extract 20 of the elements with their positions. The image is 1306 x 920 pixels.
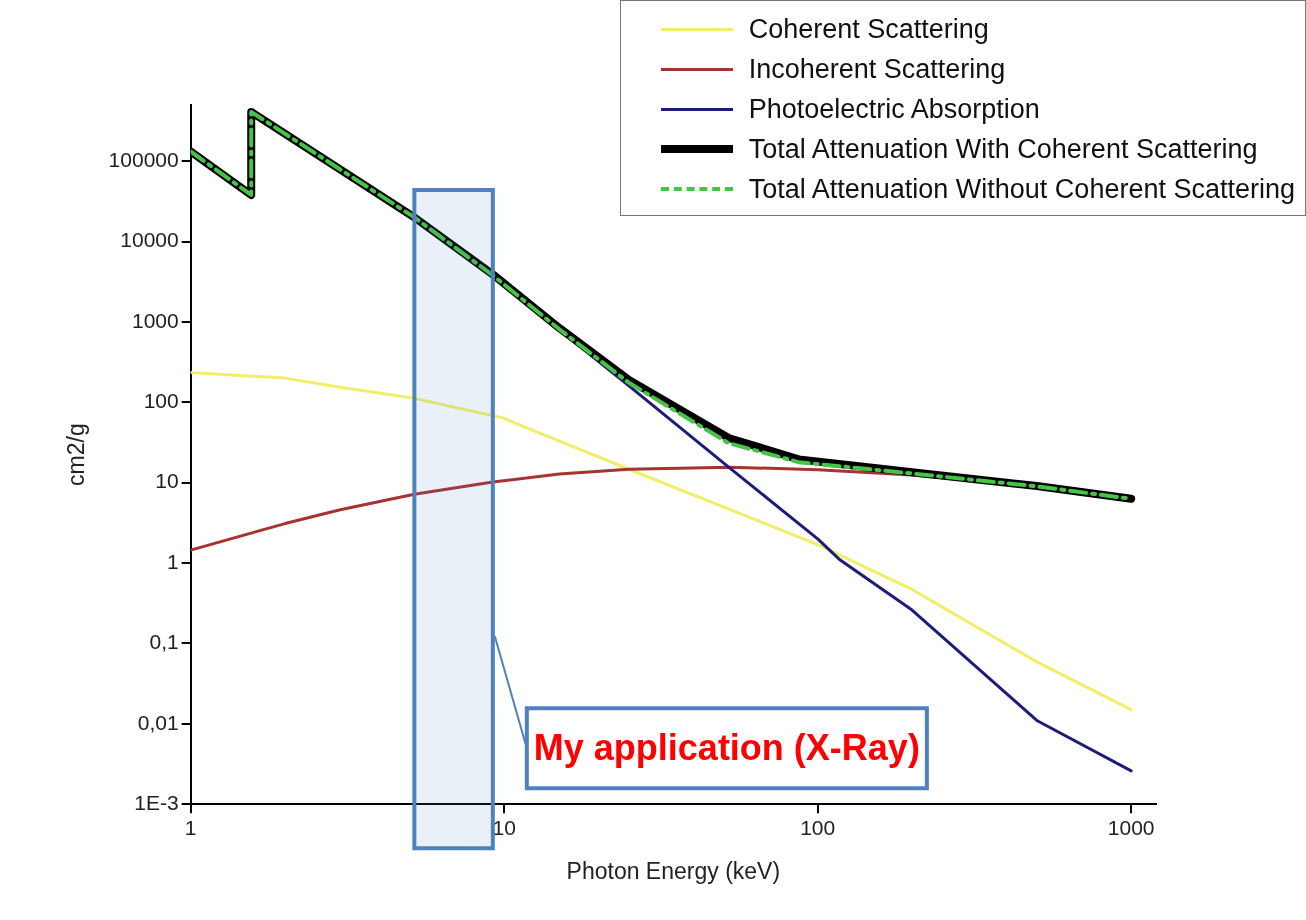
y-tick-label: 0,01 [137, 710, 179, 734]
legend-label: Total Attenuation Without Coherent Scattering [748, 173, 1295, 205]
x-tick-label: 1 [184, 815, 197, 839]
y-tick-label: 1 [166, 549, 179, 573]
x-axis-title: Photon Energy (keV) [566, 857, 781, 884]
y-tick-label: 10 [155, 469, 179, 493]
x-tick-label: 1000 [1107, 815, 1155, 839]
y-tick-label: 100 [143, 389, 179, 413]
y-tick-label: 1000 [131, 308, 179, 332]
y-axis-title: cm2/g [63, 423, 90, 486]
legend-label: Incoherent Scattering [748, 53, 1006, 85]
y-tick-label: 1E-3 [134, 791, 179, 814]
band-label: My application (X-Ray) [533, 727, 920, 769]
legend-label: Photoelectric Absorption [748, 93, 1040, 125]
x-tick-label: 100 [800, 815, 836, 839]
legend-label: Total Attenuation With Coherent Scattering [748, 133, 1258, 165]
y-tick-label: 10000 [120, 228, 179, 252]
legend-label: Coherent Scattering [748, 13, 989, 45]
y-tick-label: 100000 [108, 147, 179, 171]
y-tick-label: 0,1 [149, 630, 179, 654]
